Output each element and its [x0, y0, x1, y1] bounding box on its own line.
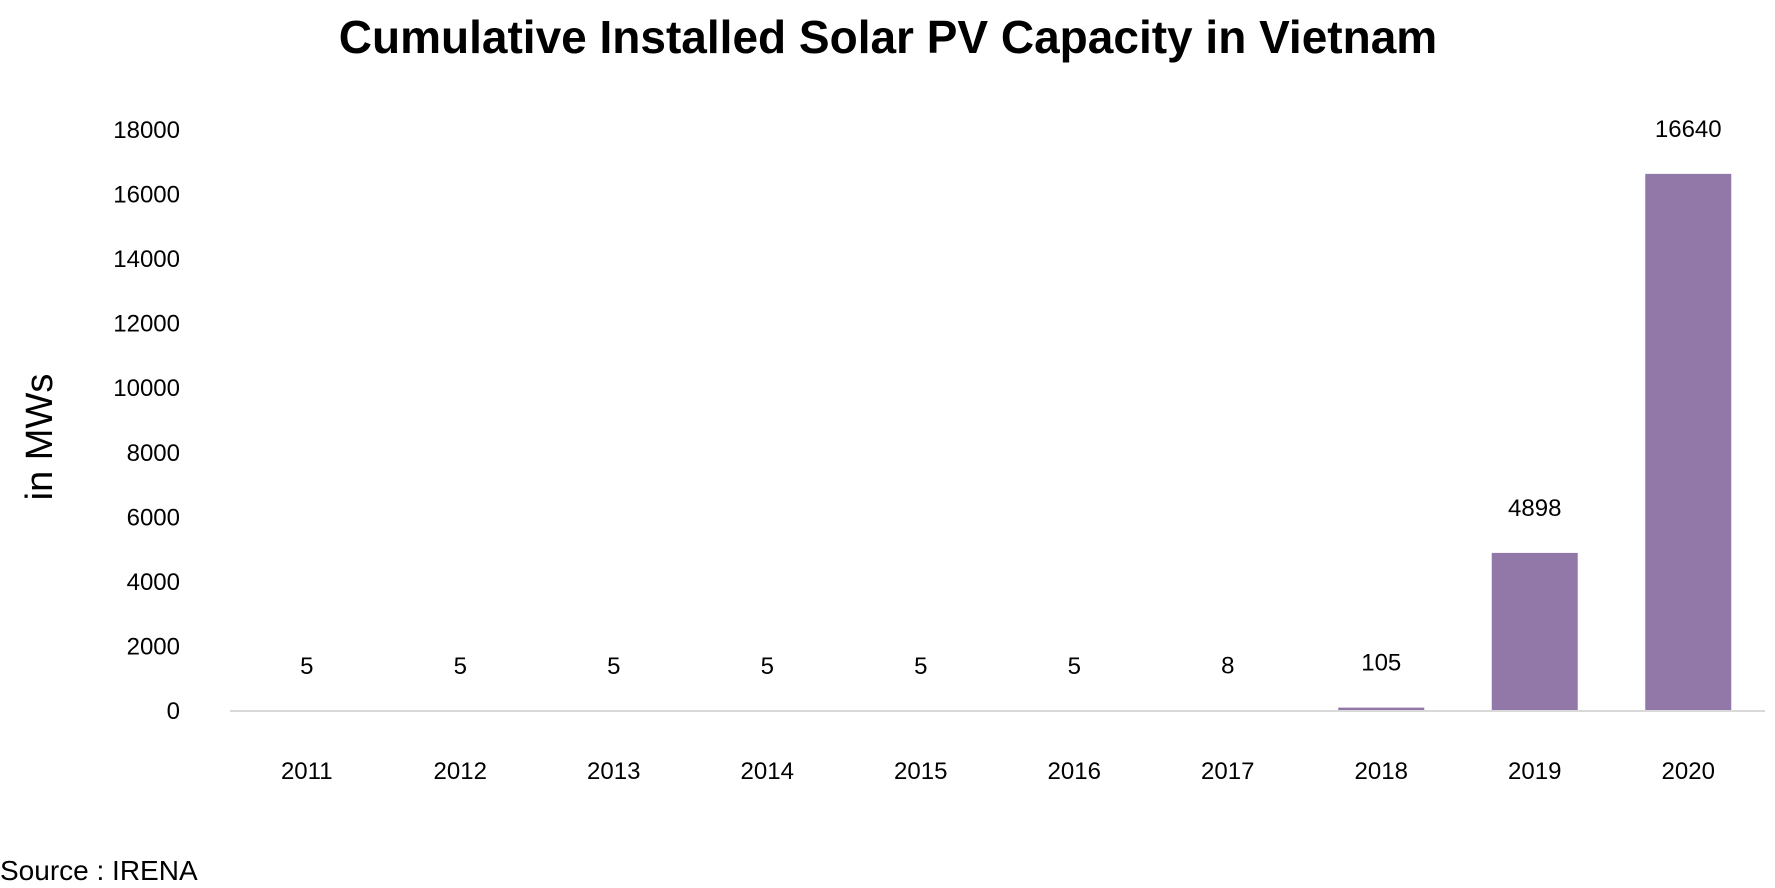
- x-tick-label: 2016: [1048, 758, 1101, 785]
- x-tick-label: 2011: [281, 758, 333, 785]
- data-label-2012: 5: [454, 653, 467, 680]
- bar-2020: [1645, 173, 1732, 712]
- data-labels: 5 5 5 5 5 5 8 105 4898 16640: [300, 116, 1722, 680]
- x-tick-label: 2012: [434, 758, 487, 785]
- y-tick-label: 4000: [127, 569, 180, 596]
- data-label-2016: 5: [1068, 653, 1081, 680]
- y-tick-label: 2000: [127, 633, 180, 660]
- data-label-2019: 4898: [1508, 495, 1561, 522]
- x-tick-label: 2020: [1662, 758, 1715, 785]
- y-tick-label: 0: [167, 698, 180, 725]
- y-axis-ticks: 0 2000 4000 6000 8000 10000 12000 14000 16000 180…: [113, 117, 180, 725]
- bar-2019: [1491, 552, 1578, 711]
- data-label-2015: 5: [914, 653, 927, 680]
- bars: [263, 173, 1732, 712]
- y-tick-label: 12000: [113, 311, 180, 338]
- bar-2018: [1338, 707, 1425, 711]
- y-tick-label: 18000: [113, 117, 180, 144]
- x-tick-label: 2015: [894, 758, 947, 785]
- data-label-2020: 16640: [1655, 116, 1722, 143]
- x-tick-label: 2014: [741, 758, 794, 785]
- data-label-2014: 5: [761, 653, 774, 680]
- y-tick-label: 14000: [113, 246, 180, 273]
- data-label-2011: 5: [300, 653, 313, 680]
- x-axis-ticks: 2011 2012 2013 2014 2015 2016 2017 2018 2019 2020: [281, 758, 1715, 785]
- chart-title: Cumulative Installed Solar PV Capacity i…: [339, 11, 1437, 63]
- y-tick-label: 8000: [127, 440, 180, 467]
- data-label-2017: 8: [1221, 653, 1234, 680]
- data-label-2018: 105: [1361, 650, 1401, 677]
- y-tick-label: 16000: [113, 182, 180, 209]
- y-axis-title: in MWs: [19, 374, 61, 501]
- source-note: Source : IRENA: [0, 855, 198, 886]
- x-tick-label: 2017: [1201, 758, 1254, 785]
- y-tick-label: 6000: [127, 504, 180, 531]
- x-tick-label: 2018: [1355, 758, 1408, 785]
- x-tick-label: 2013: [587, 758, 640, 785]
- x-tick-label: 2019: [1508, 758, 1561, 785]
- data-label-2013: 5: [607, 653, 620, 680]
- y-tick-label: 10000: [113, 375, 180, 402]
